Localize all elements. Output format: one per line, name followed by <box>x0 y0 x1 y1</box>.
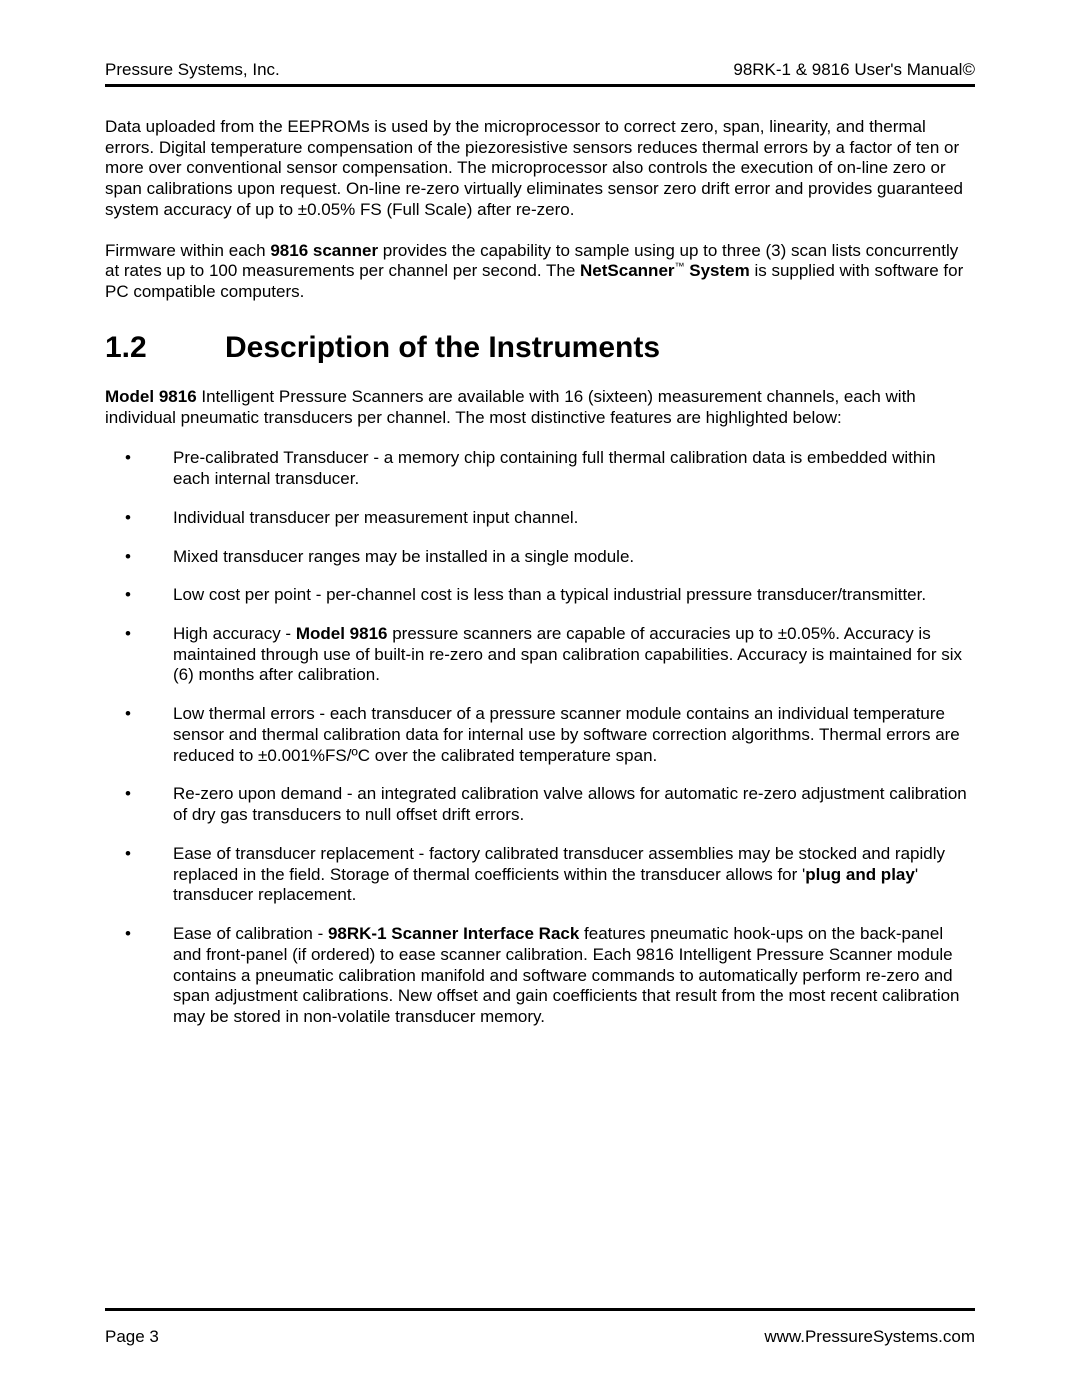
feature-item: Mixed transducer ranges may be installed… <box>105 547 975 568</box>
p3-text-rest: Intelligent Pressure Scanners are availa… <box>105 387 916 427</box>
feature-item: Ease of calibration - 98RK-1 Scanner Int… <box>105 924 975 1028</box>
feature-item: Pre-calibrated Transducer - a memory chi… <box>105 448 975 489</box>
feature-item: High accuracy - Model 9816 pressure scan… <box>105 624 975 686</box>
p2-text-pre: Firmware within each <box>105 241 270 260</box>
feature-item: Individual transducer per measurement in… <box>105 508 975 529</box>
section-intro-paragraph: Model 9816 Intelligent Pressure Scanners… <box>105 387 975 428</box>
footer-url: www.PressureSystems.com <box>764 1327 975 1347</box>
feature-list: Pre-calibrated Transducer - a memory chi… <box>105 448 975 1027</box>
p2-bold-system: System <box>685 261 750 280</box>
manual-page: Pressure Systems, Inc. 98RK-1 & 9816 Use… <box>0 0 1080 1397</box>
b5-bold: Model 9816 <box>296 624 388 643</box>
intro-paragraph-1: Data uploaded from the EEPROMs is used b… <box>105 117 975 221</box>
p3-bold-model: Model 9816 <box>105 387 197 406</box>
feature-item: Ease of transducer replacement - factory… <box>105 844 975 906</box>
header-manual-title: 98RK-1 & 9816 User's Manual© <box>733 60 975 80</box>
intro-paragraph-2: Firmware within each 9816 scanner provid… <box>105 241 975 303</box>
b8-bold: plug and play <box>805 865 915 884</box>
p2-bold-scanner: 9816 scanner <box>270 241 378 260</box>
header-company: Pressure Systems, Inc. <box>105 60 280 80</box>
page-header: Pressure Systems, Inc. 98RK-1 & 9816 Use… <box>105 60 975 80</box>
footer-divider <box>105 1308 975 1311</box>
page-footer: Page 3 www.PressureSystems.com <box>105 1308 975 1347</box>
b5-pre: High accuracy - <box>173 624 296 643</box>
feature-item: Re-zero upon demand - an integrated cali… <box>105 784 975 825</box>
feature-item: Low thermal errors - each transducer of … <box>105 704 975 766</box>
footer-row: Page 3 www.PressureSystems.com <box>105 1327 975 1347</box>
section-title: Description of the Instruments <box>225 331 660 364</box>
section-heading: 1.2Description of the Instruments <box>105 331 975 365</box>
p2-bold-netscanner: NetScanner <box>580 261 674 280</box>
b9-bold: 98RK-1 Scanner Interface Rack <box>328 924 579 943</box>
trademark-symbol: ™ <box>675 262 685 273</box>
b9-pre: Ease of calibration - <box>173 924 328 943</box>
header-divider <box>105 84 975 87</box>
page-number: Page 3 <box>105 1327 159 1347</box>
section-number: 1.2 <box>105 331 225 365</box>
feature-item: Low cost per point - per-channel cost is… <box>105 585 975 606</box>
